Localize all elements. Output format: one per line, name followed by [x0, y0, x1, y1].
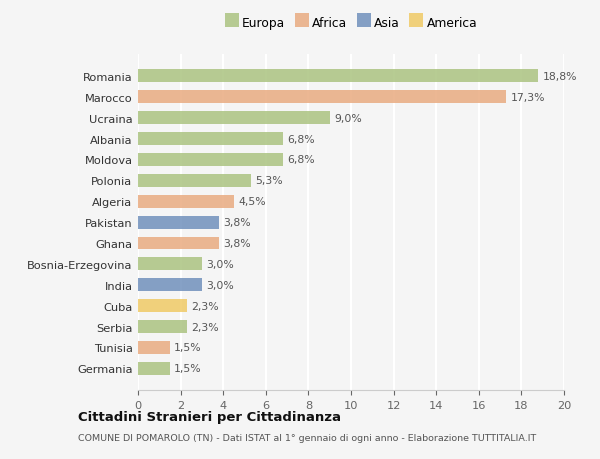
Bar — [138, 237, 219, 250]
Text: 6,8%: 6,8% — [287, 155, 315, 165]
Text: 17,3%: 17,3% — [511, 93, 545, 103]
Text: 3,8%: 3,8% — [223, 239, 251, 248]
Text: 3,0%: 3,0% — [206, 280, 234, 290]
Text: 2,3%: 2,3% — [191, 322, 219, 332]
Text: 1,5%: 1,5% — [174, 364, 202, 374]
Bar — [138, 279, 202, 291]
Text: 4,5%: 4,5% — [238, 197, 266, 207]
Bar — [138, 70, 538, 83]
Bar — [138, 341, 170, 354]
Text: Cittadini Stranieri per Cittadinanza: Cittadini Stranieri per Cittadinanza — [78, 410, 341, 423]
Bar — [138, 112, 330, 125]
Bar — [138, 154, 283, 167]
Bar — [138, 320, 187, 333]
Bar — [138, 216, 219, 229]
Text: 1,5%: 1,5% — [174, 342, 202, 353]
Text: 6,8%: 6,8% — [287, 134, 315, 144]
Bar — [138, 174, 251, 187]
Text: 18,8%: 18,8% — [543, 72, 577, 82]
Legend: Europa, Africa, Asia, America: Europa, Africa, Asia, America — [223, 14, 479, 32]
Text: 3,8%: 3,8% — [223, 218, 251, 228]
Bar — [138, 196, 234, 208]
Bar — [138, 133, 283, 146]
Bar — [138, 299, 187, 313]
Bar — [138, 91, 506, 104]
Text: 3,0%: 3,0% — [206, 259, 234, 269]
Text: 9,0%: 9,0% — [334, 113, 362, 123]
Text: COMUNE DI POMAROLO (TN) - Dati ISTAT al 1° gennaio di ogni anno - Elaborazione T: COMUNE DI POMAROLO (TN) - Dati ISTAT al … — [78, 433, 536, 442]
Bar — [138, 362, 170, 375]
Bar — [138, 258, 202, 271]
Text: 2,3%: 2,3% — [191, 301, 219, 311]
Text: 5,3%: 5,3% — [255, 176, 283, 186]
